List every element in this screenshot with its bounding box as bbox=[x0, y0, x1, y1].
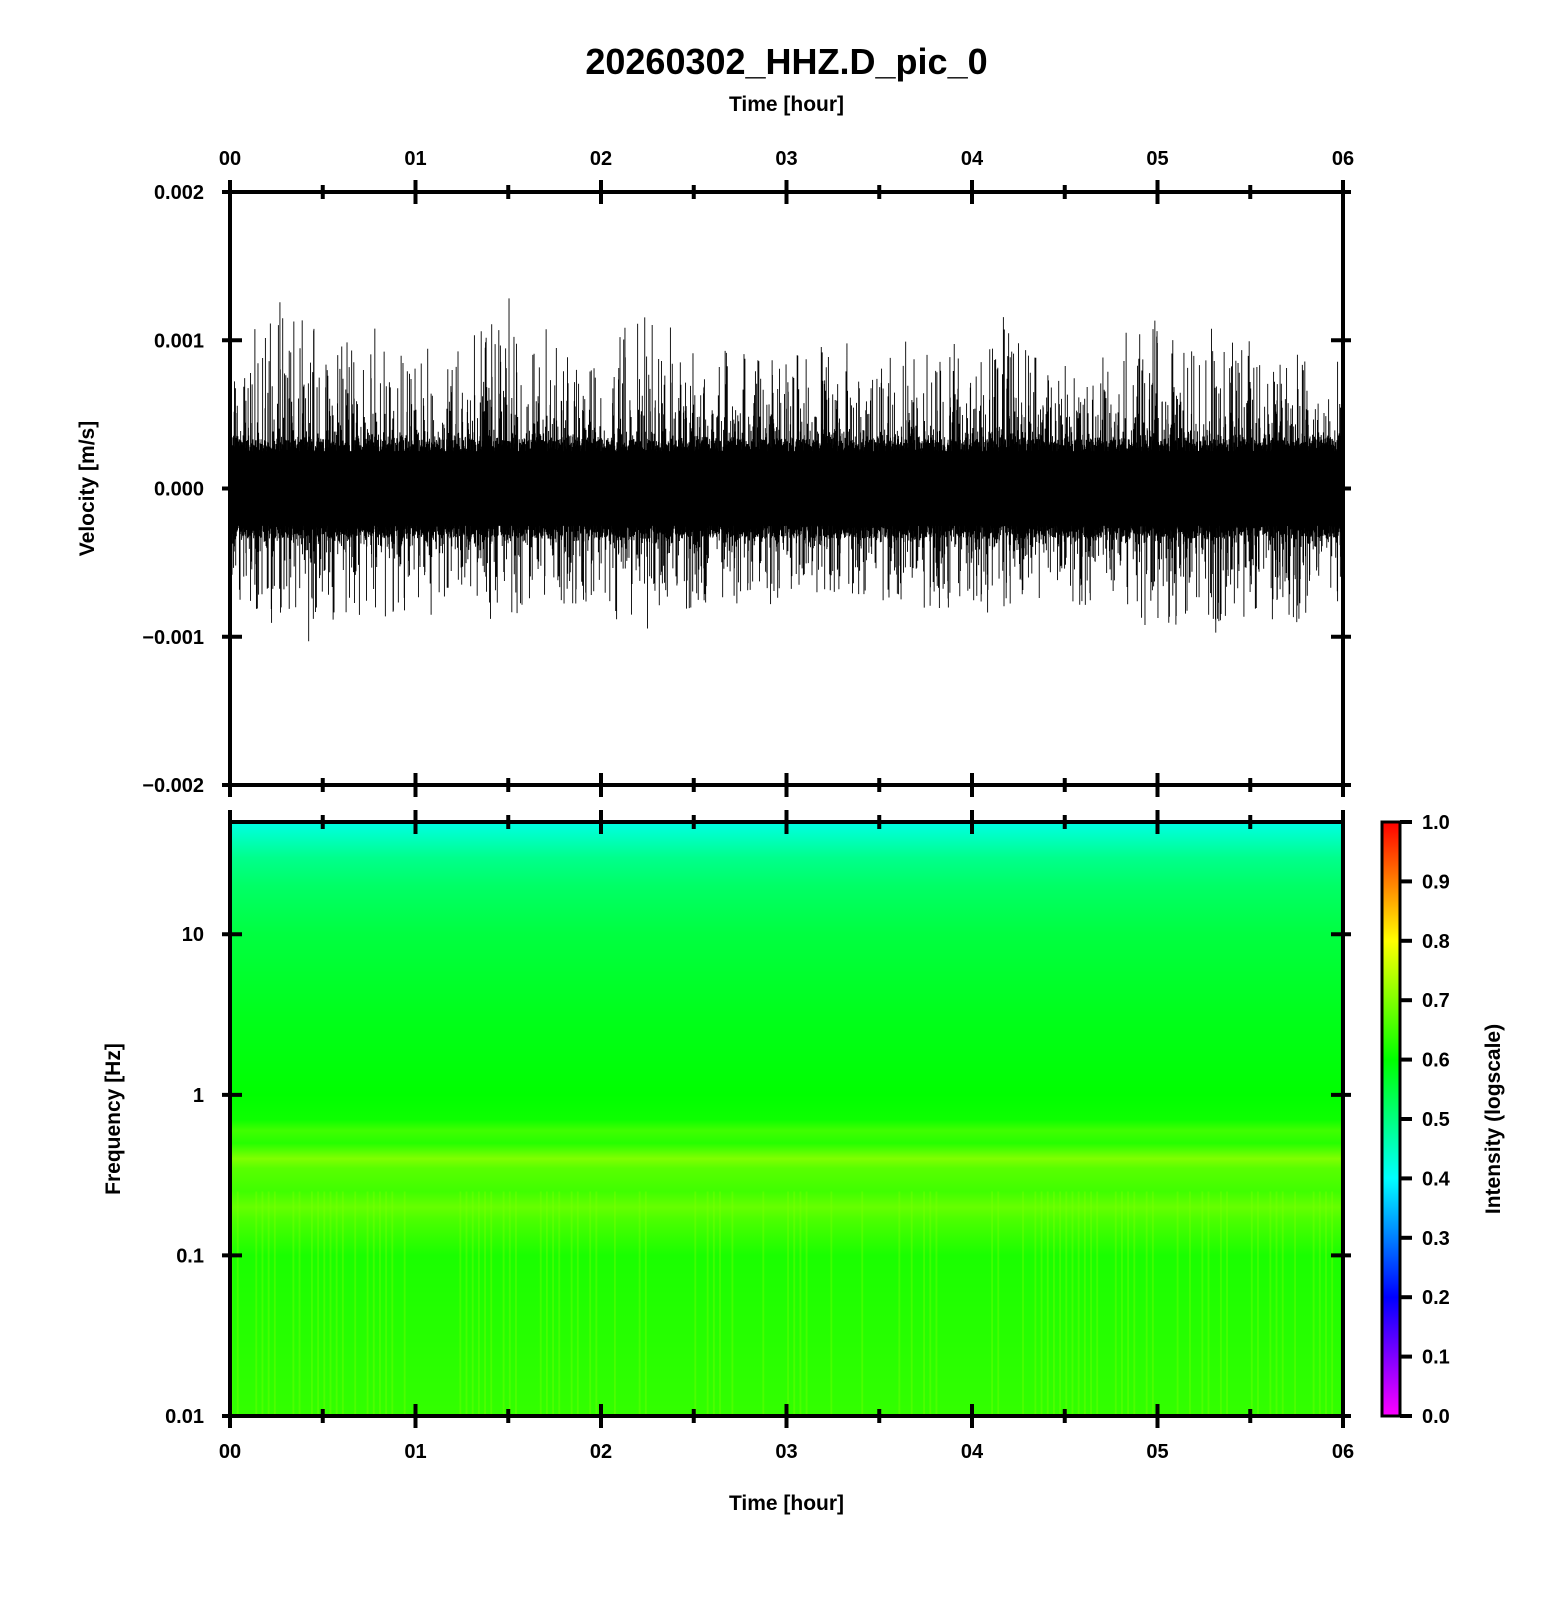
spectrogram-x-bottom-tick-label: 01 bbox=[404, 1441, 426, 1463]
top-x-axis-label: Time [hour] bbox=[729, 93, 844, 116]
velocity-x-top-tick-label: 03 bbox=[775, 148, 797, 170]
velocity-trace-core bbox=[230, 451, 1343, 526]
velocity-x-top-tick-label: 02 bbox=[590, 148, 612, 170]
bottom-x-axis-label: Time [hour] bbox=[729, 1492, 844, 1515]
spectrogram-field bbox=[230, 822, 1343, 1416]
velocity-trace bbox=[230, 298, 1343, 642]
colorbar-label: Intensity (logscale) bbox=[1482, 1024, 1505, 1214]
velocity-x-top-tick-label: 04 bbox=[961, 148, 984, 170]
colorbar-tick-label: 1.0 bbox=[1422, 812, 1450, 834]
colorbar-tick-label: 0.1 bbox=[1422, 1347, 1450, 1369]
colorbar-tick-label: 0.0 bbox=[1422, 1406, 1450, 1428]
spectrogram-heatmap bbox=[230, 822, 1343, 1416]
velocity-panel: 00 01 02 03 04 05 06 −0.002 −0.001 0.000 0.001 0.00… bbox=[76, 148, 1354, 797]
frequency-y-tick-label: 0.1 bbox=[176, 1245, 204, 1267]
colorbar-tick-label: 0.6 bbox=[1422, 1050, 1450, 1072]
colorbar-tick-label: 0.7 bbox=[1422, 990, 1450, 1012]
velocity-y-tick-label: 0.000 bbox=[154, 479, 204, 501]
intensity-colorbar: 0.0 0.1 0.2 0.3 0.4 0.5 0.6 0.7 0.8 0.9 1.0 Intens… bbox=[1380, 812, 1505, 1428]
velocity-x-top-tick-label: 06 bbox=[1332, 148, 1354, 170]
spectrogram-x-bottom-tick-label: 05 bbox=[1146, 1441, 1168, 1463]
velocity-y-tick-label: 0.001 bbox=[154, 330, 204, 352]
velocity-y-tick-label: −0.002 bbox=[142, 775, 204, 797]
spectrogram-axis-ticks: 00 01 02 03 04 05 06 0.01 0.1 1 10 bbox=[165, 810, 1354, 1463]
frequency-y-tick-label: 0.01 bbox=[165, 1406, 204, 1428]
velocity-x-top-tick-label: 01 bbox=[404, 148, 426, 170]
frequency-y-axis-label: Frequency [Hz] bbox=[102, 1043, 125, 1195]
frequency-y-tick-label: 10 bbox=[182, 924, 204, 946]
colorbar-tick-label: 0.2 bbox=[1422, 1287, 1450, 1309]
colorbar-tick-label: 0.5 bbox=[1422, 1109, 1450, 1131]
spectrogram-x-bottom-tick-label: 00 bbox=[219, 1441, 241, 1463]
velocity-y-axis-label: Velocity [m/s] bbox=[76, 421, 99, 556]
colorbar-tick-label: 0.4 bbox=[1422, 1168, 1451, 1190]
spectrogram-x-bottom-tick-label: 02 bbox=[590, 1441, 612, 1463]
spectrogram-x-bottom-tick-label: 04 bbox=[961, 1441, 984, 1463]
chart-title: 20260302_HHZ.D_pic_0 bbox=[585, 41, 987, 82]
colorbar-ticks: 0.0 0.1 0.2 0.3 0.4 0.5 0.6 0.7 0.8 0.9 1.0 bbox=[1400, 812, 1451, 1428]
velocity-x-top-tick-label: 00 bbox=[219, 148, 241, 170]
spectrogram-x-bottom-tick-label: 06 bbox=[1332, 1441, 1354, 1463]
spectrogram-x-bottom-tick-label: 03 bbox=[775, 1441, 797, 1463]
velocity-y-tick-label: −0.001 bbox=[142, 627, 204, 649]
colorbar-tick-label: 0.8 bbox=[1422, 931, 1450, 953]
colorbar-tick-label: 0.9 bbox=[1422, 871, 1450, 893]
colorbar-tick-label: 0.3 bbox=[1422, 1228, 1450, 1250]
velocity-x-top-tick-label: 05 bbox=[1146, 148, 1168, 170]
frequency-y-tick-label: 1 bbox=[193, 1085, 204, 1107]
velocity-axis-ticks: 00 01 02 03 04 05 06 −0.002 −0.001 0.000 0.001 0.00… bbox=[142, 148, 1354, 797]
colorbar-gradient bbox=[1380, 820, 1402, 1418]
velocity-y-tick-label: 0.002 bbox=[154, 182, 204, 204]
